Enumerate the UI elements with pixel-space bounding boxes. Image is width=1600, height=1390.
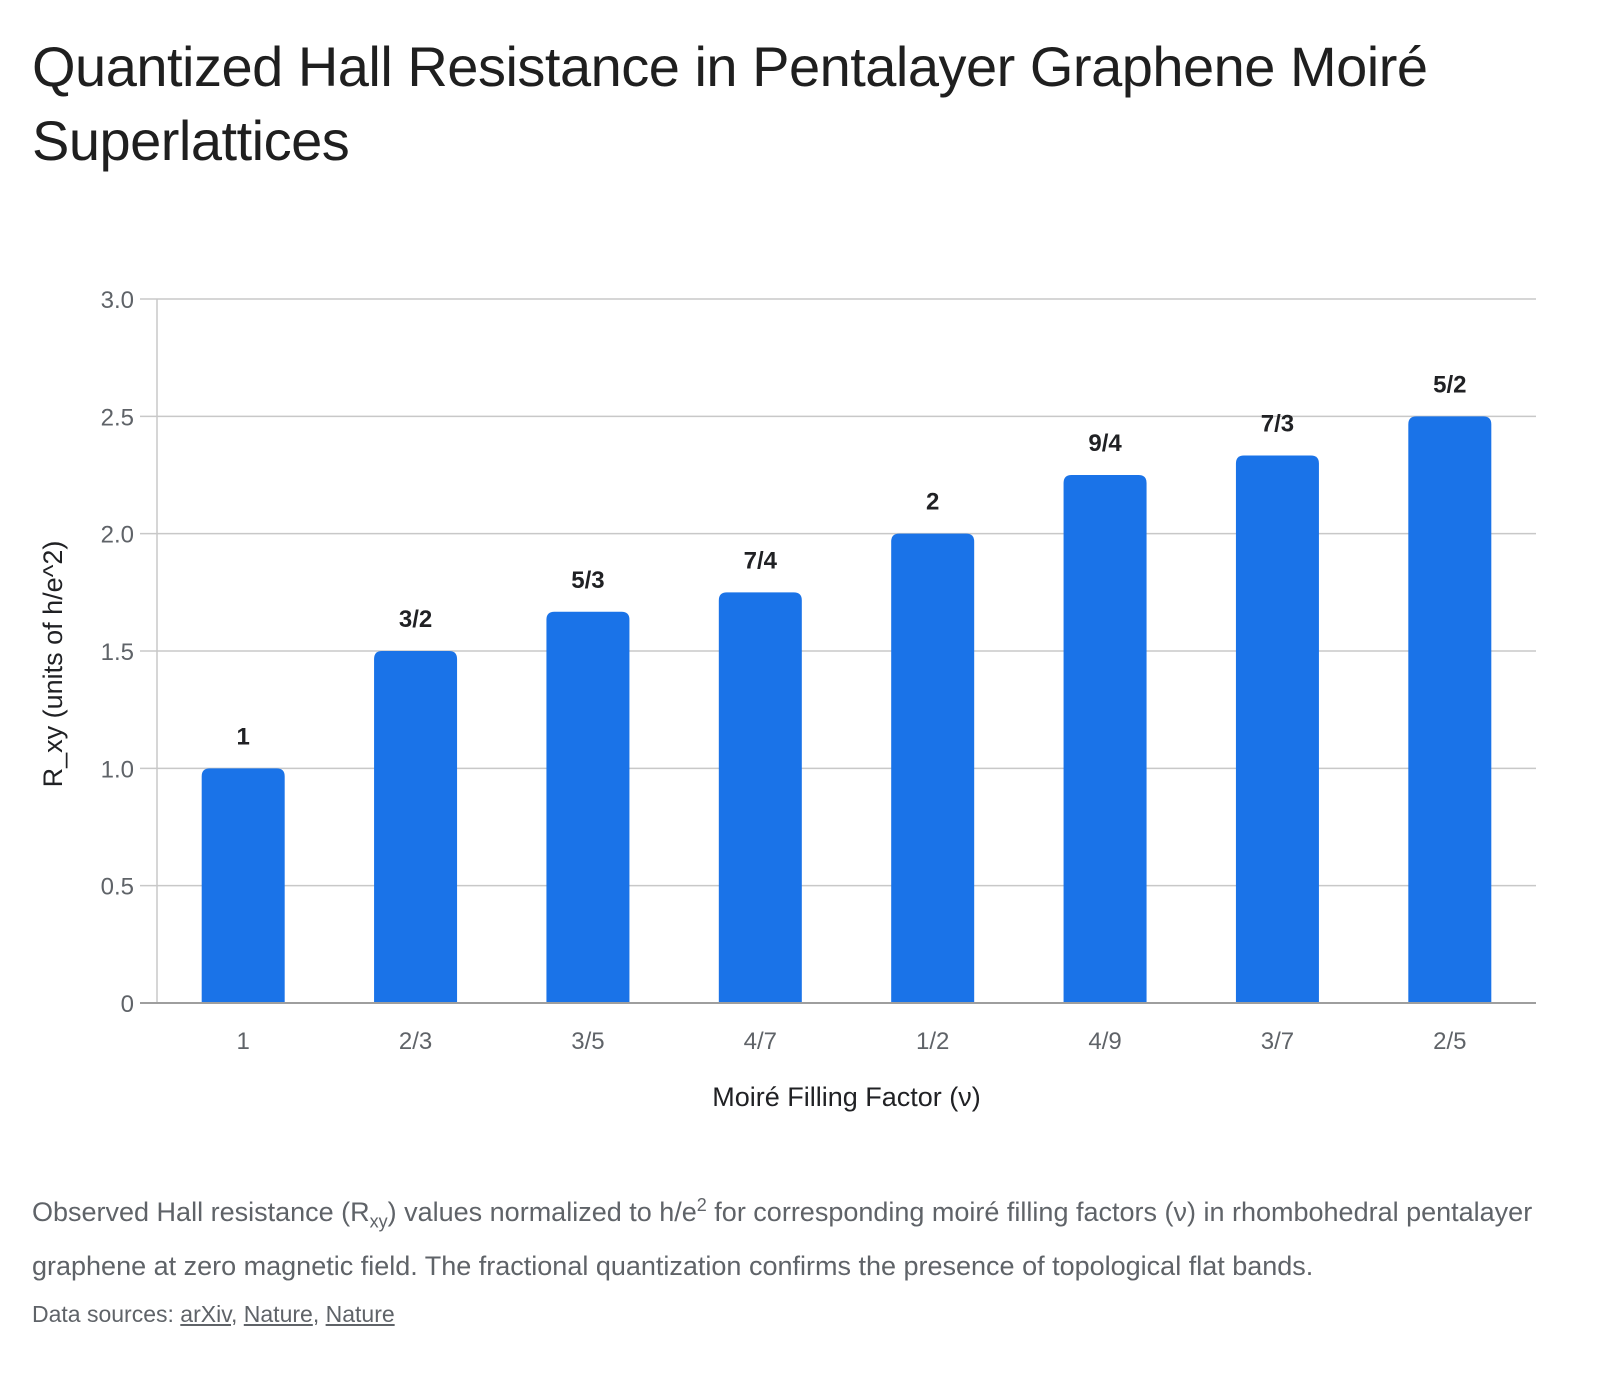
y-tick-label: 3.0: [101, 287, 134, 314]
source-link-nature-1[interactable]: Nature: [243, 1301, 313, 1327]
y-tick-label: 2.5: [101, 404, 134, 431]
x-axis-label: Moiré Filling Factor (ν): [712, 1082, 981, 1112]
bar: [1408, 416, 1492, 1003]
source-link-nature-2[interactable]: Nature: [325, 1301, 395, 1327]
caption-text-1: Observed Hall resistance (R: [32, 1197, 370, 1227]
x-tick-label: 4/9: [1088, 1028, 1121, 1055]
chart-caption: Observed Hall resistance (Rxy) values no…: [32, 1183, 1572, 1289]
bar: [718, 592, 802, 1003]
chart-title: Quantized Hall Resistance in Pentalayer …: [32, 35, 1428, 172]
bar: [546, 611, 630, 1003]
bar: [891, 533, 975, 1003]
bar: [1063, 475, 1147, 1003]
x-tick-label: 3/7: [1261, 1028, 1294, 1055]
x-tick-label: 4/7: [744, 1028, 777, 1055]
y-tick-label: 1.0: [101, 756, 134, 783]
y-tick-label: 0: [121, 991, 134, 1018]
bar: [1235, 455, 1319, 1003]
bar-chart: 0 0.5 1.0 1.5 2.0 2.5 3.0 1 3/2 5/3 7/4 2 9/4 7/3 5/2…: [38, 287, 1536, 1112]
x-tick-labels: 1 2/3 3/5 4/7 1/2 4/9 3/7 2/5: [237, 1028, 1467, 1055]
y-tick-labels: 0 0.5 1.0 1.5 2.0 2.5 3.0: [101, 287, 134, 1018]
data-label: 5/3: [571, 567, 604, 594]
x-tick-label: 1: [237, 1028, 250, 1055]
data-label: 7/3: [1261, 411, 1294, 438]
caption-superscript: 2: [696, 1195, 707, 1215]
y-tick-label: 1.5: [101, 639, 134, 666]
y-tick-label: 2.0: [101, 522, 134, 549]
gridlines: [140, 298, 1536, 887]
caption-subscript: xy: [369, 1211, 388, 1232]
data-label: 1: [237, 723, 250, 750]
data-label: 7/4: [744, 547, 778, 574]
caption-text-2: ) values normalized to h/e: [387, 1197, 697, 1227]
data-labels: 1 3/2 5/3 7/4 2 9/4 7/3 5/2: [237, 371, 1467, 750]
x-tick-label: 2/3: [399, 1028, 432, 1055]
data-label: 5/2: [1433, 371, 1466, 398]
y-axis-label: R_xy (units of h/e^2): [38, 541, 68, 788]
bar: [374, 651, 458, 1003]
bars: [201, 416, 1492, 1003]
data-label: 9/4: [1088, 430, 1122, 457]
x-tick-label: 1/2: [916, 1028, 949, 1055]
source-link-arxiv[interactable]: arXiv: [180, 1301, 231, 1327]
data-sources: Data sources: arXiv, Nature, Nature: [32, 1301, 395, 1327]
data-label: 2: [926, 489, 939, 516]
sources-label: Data sources:: [32, 1301, 181, 1327]
y-tick-label: 0.5: [101, 874, 134, 901]
caption-text-3: for corresponding moiré filling factors …: [32, 1197, 1533, 1282]
data-label: 3/2: [399, 606, 432, 633]
x-tick-label: 3/5: [571, 1028, 604, 1055]
x-tick-label: 2/5: [1433, 1028, 1466, 1055]
bar: [201, 768, 285, 1003]
